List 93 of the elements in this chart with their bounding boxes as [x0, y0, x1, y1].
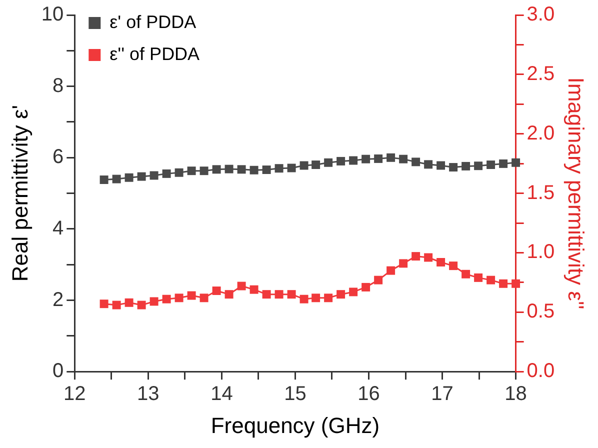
point — [424, 253, 433, 262]
point — [287, 290, 296, 299]
point — [162, 294, 171, 304]
point — [237, 282, 246, 290]
point — [349, 156, 358, 165]
point — [336, 156, 346, 166]
point — [374, 154, 383, 163]
point — [462, 162, 470, 170]
point — [312, 160, 320, 170]
x-tick-label: 17 — [431, 383, 454, 406]
point — [474, 273, 483, 282]
point — [424, 160, 433, 169]
point — [287, 164, 296, 172]
point — [250, 166, 258, 174]
point — [324, 158, 333, 167]
legend-label: ε' of PDDA — [110, 12, 196, 32]
point — [262, 290, 271, 299]
point — [312, 294, 320, 302]
x-tick-label: 12 — [64, 383, 86, 406]
point — [187, 291, 196, 300]
point — [137, 172, 146, 181]
point — [224, 290, 234, 299]
point — [436, 161, 446, 170]
point — [399, 154, 408, 164]
point — [474, 162, 483, 170]
y-tick-label: 2 — [52, 288, 64, 311]
point — [174, 294, 184, 302]
x-axis-title: Frequency (GHz) — [210, 412, 380, 438]
point — [100, 300, 108, 308]
point — [399, 259, 408, 268]
y2-axis-title: Imaginary permittivity ε'' — [564, 77, 589, 310]
y2-tick-label: 2.0 — [526, 122, 555, 144]
point — [300, 294, 308, 304]
point — [412, 252, 420, 261]
point — [324, 294, 333, 302]
point — [499, 279, 508, 288]
y-axis-title: Real permittivity ε' — [7, 104, 32, 282]
point — [212, 165, 221, 174]
point — [200, 166, 208, 176]
point — [112, 174, 121, 184]
y-tick-label: 6 — [52, 146, 64, 168]
point — [262, 166, 271, 174]
point — [124, 298, 134, 307]
x-tick-label: 16 — [358, 383, 380, 406]
x-tick-label: 18 — [504, 383, 527, 406]
point — [436, 258, 446, 266]
point — [486, 276, 496, 284]
point — [374, 276, 383, 284]
point — [250, 285, 258, 294]
point — [386, 266, 396, 275]
point — [512, 158, 520, 167]
point — [200, 294, 208, 302]
point — [274, 164, 284, 173]
y-tick-label: 10 — [41, 4, 64, 26]
point — [274, 290, 284, 299]
point — [336, 290, 346, 299]
y2-tick-label: 3.0 — [526, 4, 555, 26]
point — [174, 168, 184, 177]
point — [486, 160, 496, 170]
point — [187, 166, 196, 176]
x-tick-label: 15 — [284, 383, 306, 406]
point — [150, 297, 158, 306]
y2-tick-label: 1.0 — [526, 241, 555, 264]
point — [224, 164, 234, 174]
y2-tick-label: 1.5 — [526, 182, 555, 204]
point — [499, 159, 508, 168]
y-tick-label: 8 — [52, 74, 64, 97]
point — [237, 165, 246, 174]
legend-label: ε'' of PDDA — [110, 44, 200, 64]
point — [362, 282, 370, 292]
point — [362, 154, 370, 164]
point — [124, 173, 134, 182]
point — [300, 161, 308, 170]
point — [150, 171, 158, 180]
x-tick-label: 13 — [137, 383, 160, 406]
point — [386, 153, 396, 162]
point — [349, 288, 358, 296]
y2-tick-label: 2.5 — [526, 62, 555, 85]
point — [449, 163, 458, 172]
point — [462, 270, 470, 278]
point — [212, 286, 221, 296]
point — [137, 300, 146, 310]
y2-tick-label: 0.0 — [526, 360, 555, 382]
point — [449, 262, 458, 270]
point — [112, 300, 121, 310]
point — [412, 158, 420, 166]
point — [512, 279, 520, 288]
y-tick-label: 4 — [52, 217, 64, 240]
x-tick-label: 14 — [210, 383, 233, 406]
point — [162, 169, 171, 178]
point — [100, 176, 108, 184]
y-tick-label: 0 — [52, 360, 64, 382]
y2-tick-label: 0.5 — [526, 300, 555, 323]
